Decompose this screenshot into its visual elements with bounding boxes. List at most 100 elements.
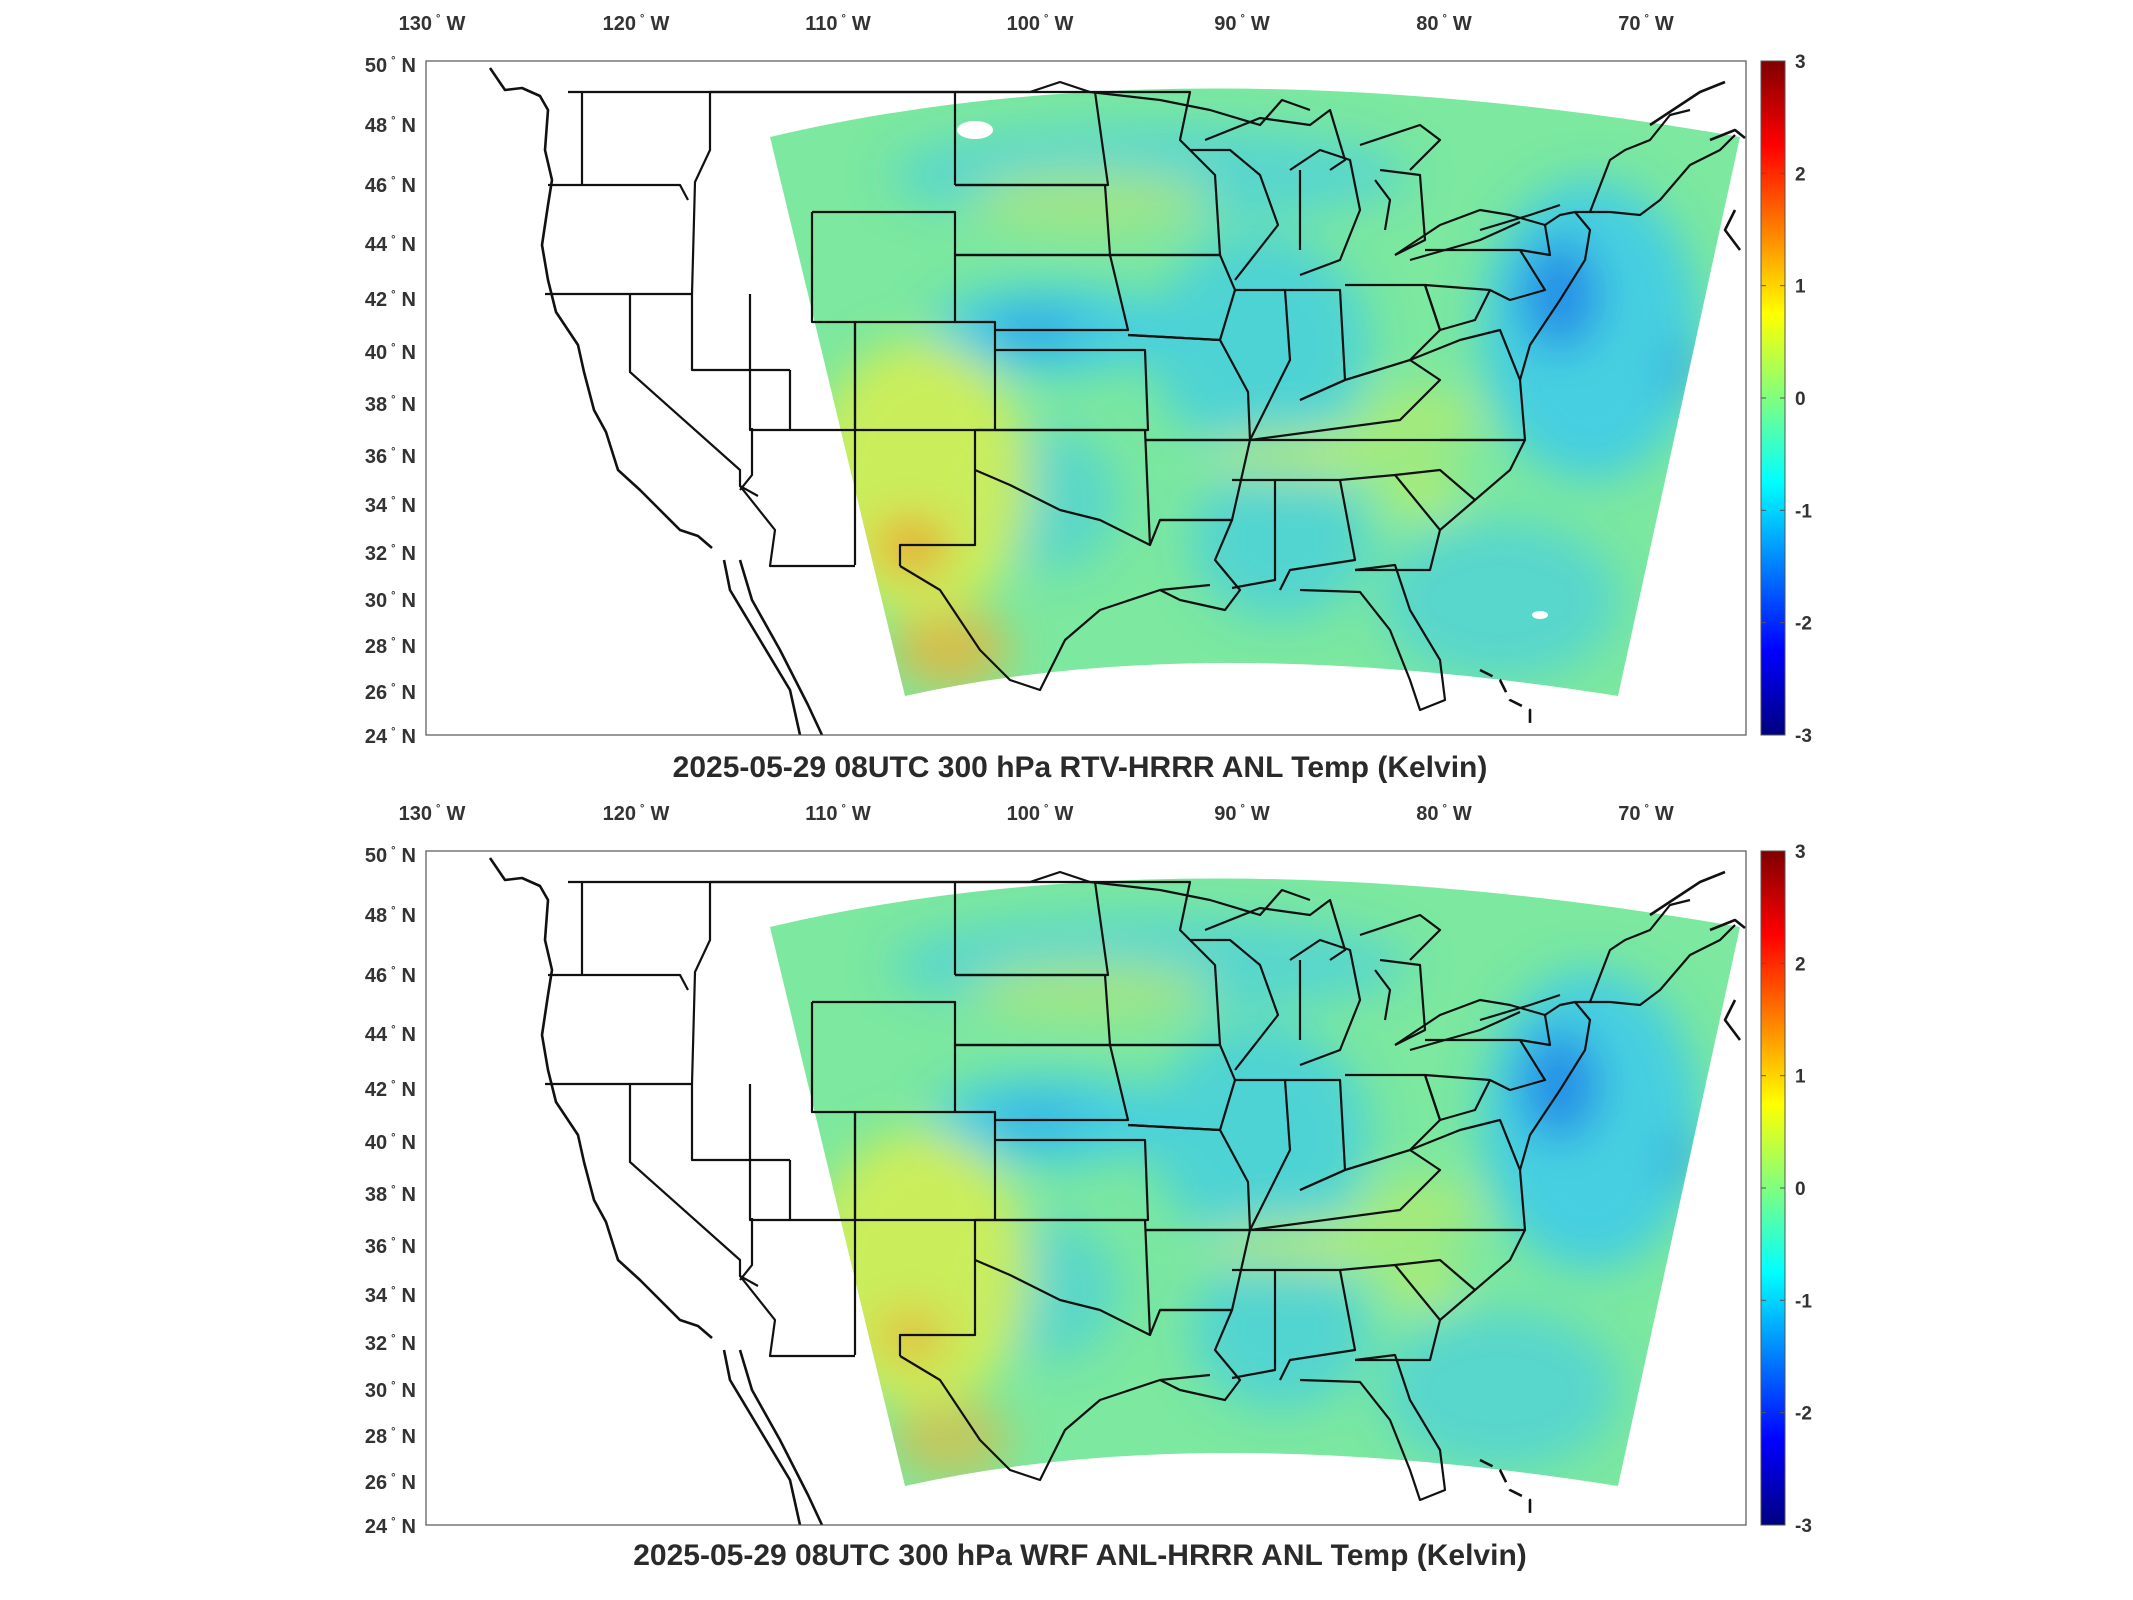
latitude-label: 36 ° N [365, 446, 416, 468]
colorbar-tick-label: 3 [1795, 52, 1806, 73]
coastline [1723, 209, 1742, 251]
map-boundaries [488, 857, 1746, 1525]
colorbar: 3 2 1 0 -1 -2 -3 [1760, 842, 1812, 1537]
latitude-label: 44 ° N [365, 234, 416, 256]
colorbar-tick-label: 2 [1795, 954, 1806, 975]
boundary-line [955, 1043, 1130, 1122]
boundary-line [1575, 924, 1736, 1007]
boundary-line [899, 565, 1211, 692]
longitude-label: 100 ° W [1007, 13, 1074, 35]
latitude-label: 32 ° N [365, 1333, 416, 1355]
boundary-line [810, 212, 855, 324]
map-axes-frame [425, 850, 1747, 1526]
boundary-line [1249, 358, 1442, 442]
boundary-line [739, 1218, 754, 1281]
boundary-line [1409, 220, 1521, 262]
boundary-line [1289, 938, 1362, 1067]
boundary-line [722, 559, 802, 735]
longitude-label: 120 ° W [603, 13, 670, 35]
latitude-label: 32 ° N [365, 543, 416, 565]
boundary-line [1394, 1258, 1477, 1321]
boundary-line [488, 857, 713, 1339]
coastline [1709, 918, 1746, 932]
colorbar-tick-label: 0 [1795, 389, 1806, 410]
colorbar-tick-label: 1 [1795, 1067, 1806, 1088]
latitude-tick-labels: 50 ° N 48 ° N 46 ° N 44 ° N 42 ° N 40 ° N 38 ° N 36 ° N 34 ° N 32 ° N… [365, 55, 416, 748]
temperature-difference-field [770, 878, 1740, 1486]
boundary-line [1409, 328, 1527, 441]
boundary-line [748, 1084, 790, 1222]
longitude-label: 100 ° W [1007, 803, 1074, 825]
latitude-label: 42 ° N [365, 289, 416, 311]
boundary-line [1235, 1078, 1292, 1231]
latitude-label: 42 ° N [365, 1079, 416, 1101]
coastline [1479, 1458, 1532, 1515]
boundary-line [722, 1349, 802, 1525]
boundary-line [788, 1160, 857, 1355]
boundary-line [855, 428, 977, 566]
latitude-label: 30 ° N [365, 590, 416, 612]
boundary-line [788, 370, 857, 565]
longitude-label: 120 ° W [603, 803, 670, 825]
latitude-label: 34 ° N [365, 495, 416, 517]
longitude-tick-labels: 130 ° W 120 ° W 110 ° W 100 ° W 90 ° W 80 ° W 70 ° W [399, 803, 1674, 825]
boundary-line [1235, 288, 1292, 441]
boundary-line [1440, 438, 1527, 501]
boundary-line [1204, 108, 1347, 171]
boundary-line [628, 294, 759, 497]
colorbar: 3 2 1 0 -1 -2 -3 [1760, 52, 1812, 747]
latitude-label: 38 ° N [365, 1184, 416, 1206]
coastline [1709, 128, 1746, 142]
boundary-line [1423, 1074, 1491, 1122]
boundary-line [1249, 1148, 1442, 1232]
longitude-label: 110 ° W [805, 13, 871, 35]
boundary-line [1394, 468, 1477, 531]
boundary-line [1190, 148, 1280, 281]
boundary-line [690, 92, 712, 295]
boundary-line [548, 183, 689, 201]
boundary-line [488, 67, 713, 549]
boundary-line [955, 253, 1130, 332]
latitude-label: 30 ° N [365, 1380, 416, 1402]
latitude-label: 46 ° N [365, 965, 416, 987]
latitude-label: 26 ° N [365, 1472, 416, 1494]
temperature-difference-field [770, 88, 1740, 696]
boundary-line [1359, 123, 1442, 171]
boundary-line [855, 1218, 977, 1356]
map-figure: 130 ° W 120 ° W 110 ° W 100 ° W 90 ° W 80 ° W 70 ° W 50 ° N 48 °… [365, 13, 1812, 784]
latitude-label: 50 ° N [365, 55, 416, 77]
longitude-tick-labels: 130 ° W 120 ° W 110 ° W 100 ° W 90 ° W 80 ° W 70 ° W [399, 13, 1674, 35]
boundary-line [545, 1082, 790, 1162]
boundary-line [1424, 1038, 1547, 1092]
map-boundaries [488, 67, 1746, 735]
boundary-line [1190, 938, 1280, 1071]
boundary-line [739, 1275, 855, 1358]
longitude-label: 130 ° W [399, 13, 466, 35]
boundary-line [1409, 1010, 1521, 1052]
boundary-line [1379, 168, 1427, 256]
coastline [1479, 668, 1532, 725]
longitude-label: 70 ° W [1618, 13, 1674, 35]
colorbar-tick-label: -2 [1795, 1404, 1812, 1425]
colorbar-tick-label: 3 [1795, 842, 1806, 863]
boundary-line [1159, 518, 1242, 612]
boundary-line [1518, 1000, 1592, 1171]
coastline [1649, 80, 1726, 127]
longitude-label: 80 ° W [1416, 803, 1472, 825]
boundary-line [1299, 1353, 1447, 1502]
boundary-line [628, 1084, 759, 1287]
boundary-line [690, 882, 712, 1085]
latitude-tick-labels: 50 ° N 48 ° N 46 ° N 44 ° N 42 ° N 40 ° N 38 ° N 36 ° N 34 ° N 32 ° N… [365, 845, 416, 1538]
boundary-line [1440, 1228, 1527, 1291]
colorbar-tick-label: 1 [1795, 277, 1806, 298]
colorbar-tick-label: -1 [1795, 1291, 1812, 1312]
boundary-line [748, 294, 790, 432]
boundary-line [739, 428, 754, 491]
boundary-line [1518, 210, 1592, 381]
boundary-line [1479, 203, 1561, 232]
boundary-line [1409, 1118, 1527, 1231]
latitude-label: 40 ° N [365, 1132, 416, 1154]
latitude-label: 50 ° N [365, 845, 416, 867]
colorbar-tick-label: -2 [1795, 614, 1812, 635]
latitude-label: 46 ° N [365, 175, 416, 197]
